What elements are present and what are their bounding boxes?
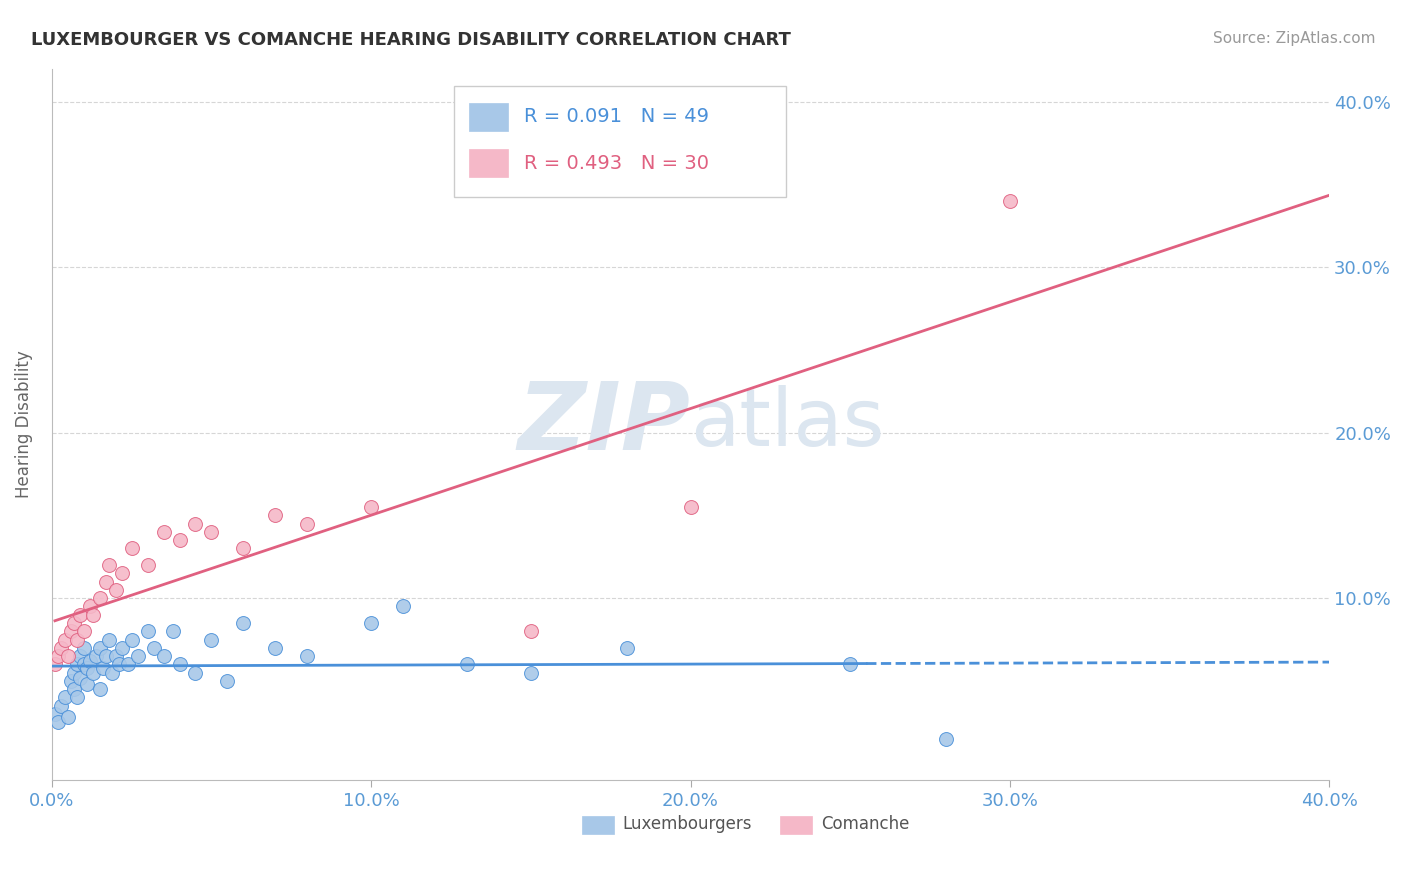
Point [117,657,139,672]
Point [111,566,134,581]
Point [73,624,96,639]
Text: LUXEMBOURGER VS COMANCHE HEARING DISABILITY CORRELATION CHART: LUXEMBOURGER VS COMANCHE HEARING DISABIL… [31,31,790,49]
Bar [582,816,614,834]
Point [44,657,66,672]
Point [111,640,134,655]
Point [200,524,222,539]
Point [82,607,104,622]
Text: Source: ZipAtlas.com: Source: ZipAtlas.com [1212,31,1375,46]
Point [63,665,86,680]
Bar [470,149,508,178]
Point [232,615,254,630]
Point [136,558,159,572]
Text: R = 0.091   N = 49: R = 0.091 N = 49 [524,107,710,127]
Point [79,654,101,668]
Point [264,640,287,655]
Point [679,500,702,515]
Point [121,632,143,647]
Point [998,194,1021,208]
Point [86,649,108,664]
Point [456,657,478,672]
Point [121,541,143,556]
Point [79,599,101,614]
Point [142,640,165,655]
Point [152,649,174,664]
Point [89,640,111,655]
Point [76,660,98,674]
Point [184,516,207,531]
Point [520,665,543,680]
Point [360,500,382,515]
Point [169,533,191,548]
Point [69,649,91,664]
Point [46,715,69,730]
Point [76,677,98,691]
Bar [780,816,811,834]
Text: R = 0.493   N = 30: R = 0.493 N = 30 [524,153,710,173]
Text: atlas: atlas [690,385,884,463]
Point [184,665,207,680]
Point [46,649,69,664]
Y-axis label: Hearing Disability: Hearing Disability [15,351,32,499]
Point [44,706,66,721]
Point [69,607,91,622]
Point [89,591,111,606]
Point [66,690,89,705]
Point [200,632,222,647]
Point [69,671,91,685]
Point [169,657,191,672]
Point [839,657,862,672]
Text: ZIP: ZIP [517,378,690,470]
Point [104,649,127,664]
Point [264,508,287,523]
Point [98,558,121,572]
Point [53,690,76,705]
Point [63,615,86,630]
Point [53,632,76,647]
Point [136,624,159,639]
Point [360,615,382,630]
Point [66,632,89,647]
Point [108,657,131,672]
Point [104,582,127,597]
Point [162,624,184,639]
Point [94,649,117,664]
FancyBboxPatch shape [454,87,786,196]
Point [297,649,319,664]
Point [520,624,543,639]
Text: Comanche: Comanche [821,815,910,833]
Bar [470,103,508,131]
Point [152,524,174,539]
Point [89,682,111,697]
Point [101,665,124,680]
Point [73,640,96,655]
Point [217,673,239,688]
Point [51,698,73,713]
Point [51,640,73,655]
Point [127,649,149,664]
Point [59,673,82,688]
Point [94,574,117,589]
Point [66,657,89,672]
Point [232,541,254,556]
Point [616,640,638,655]
Point [59,624,82,639]
Point [392,599,415,614]
Point [297,516,319,531]
Text: Luxembourgers: Luxembourgers [623,815,752,833]
Point [935,731,957,746]
Point [63,682,86,697]
Point [91,660,114,674]
Point [98,632,121,647]
Point [56,710,79,724]
Point [56,649,79,664]
Point [73,657,96,672]
Point [82,665,104,680]
